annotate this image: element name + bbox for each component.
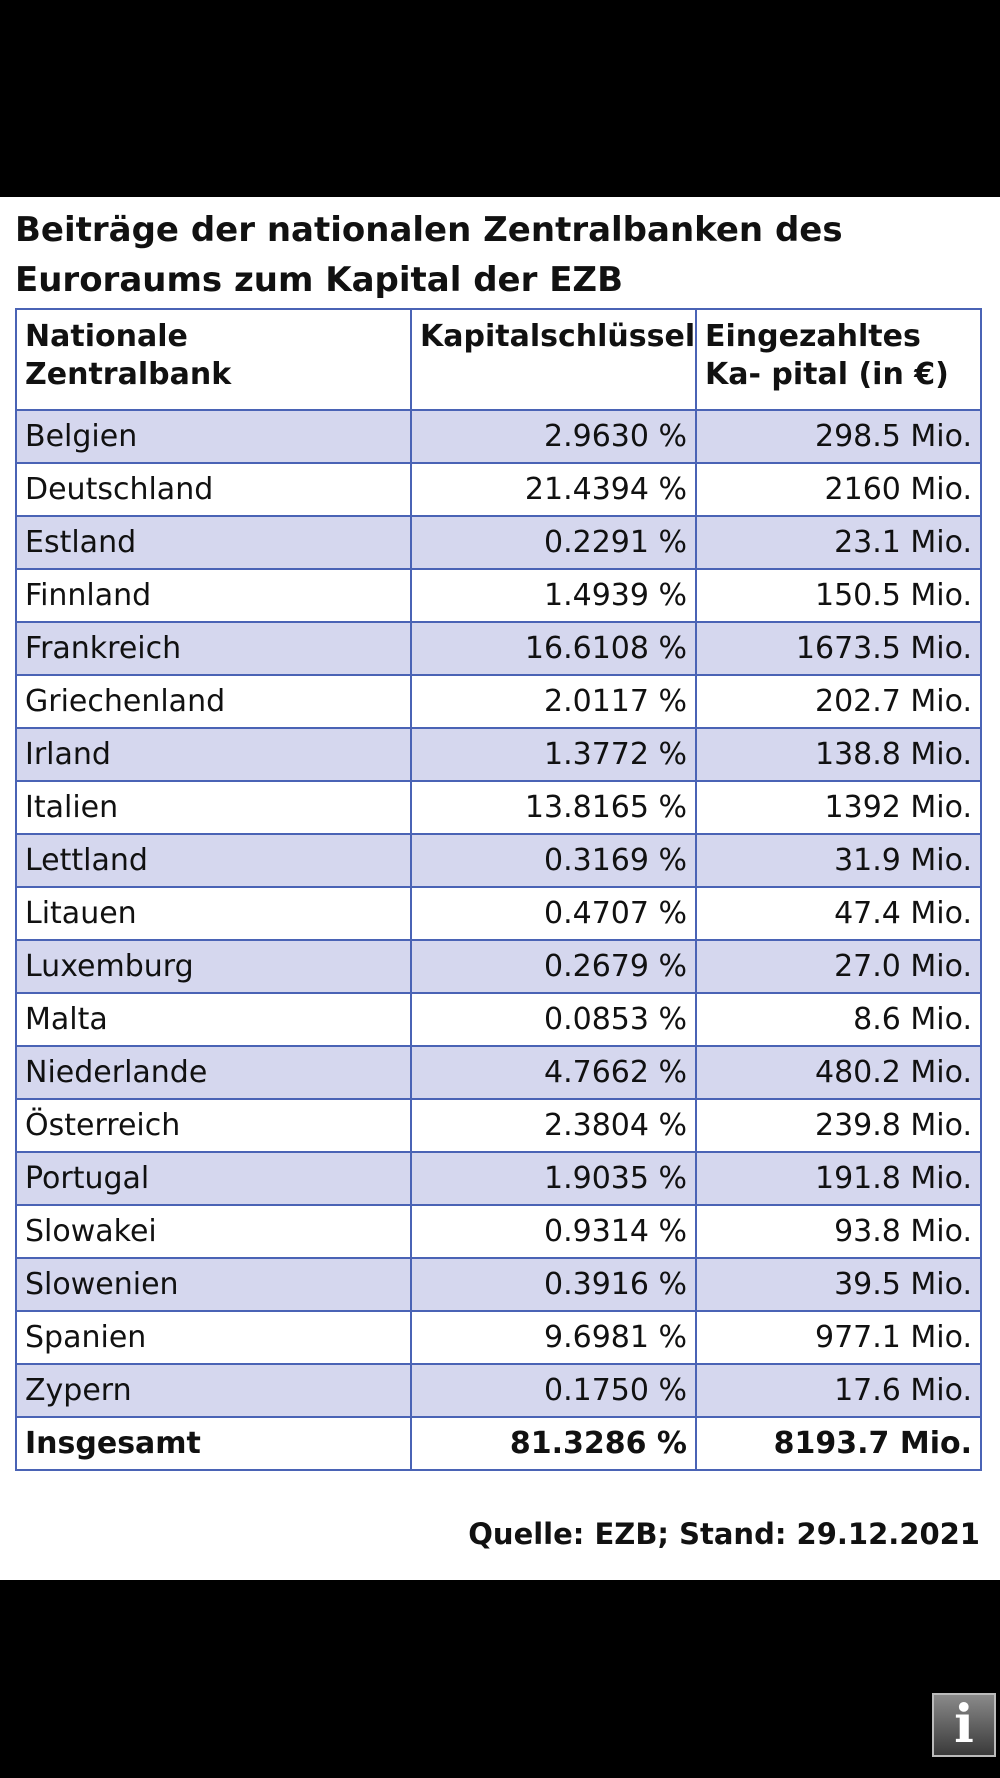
cell-key: 1.3772 % xyxy=(410,727,697,782)
cell-key: 0.1750 % xyxy=(410,1363,697,1418)
page-title: Beiträge der nationalen Zentralbanken de… xyxy=(15,210,843,300)
cell-capital: 202.7 Mio. xyxy=(695,674,982,729)
cell-capital: 1392 Mio. xyxy=(695,780,982,835)
cell-key: 0.9314 % xyxy=(410,1204,697,1259)
cell-capital: 31.9 Mio. xyxy=(695,833,982,888)
table-row: Belgien 2.9630 % 298.5 Mio. xyxy=(15,409,982,464)
cell-bank: Deutschland xyxy=(15,462,412,517)
cell-bank: Irland xyxy=(15,727,412,782)
capital-table: Nationale Zentralbank Kapitalschlüssel E… xyxy=(15,308,982,1471)
table-row: Deutschland 21.4394 % 2160 Mio. xyxy=(15,462,982,517)
total-key: 81.3286 % xyxy=(410,1416,697,1471)
cell-bank: Zypern xyxy=(15,1363,412,1418)
total-capital: 8193.7 Mio. xyxy=(695,1416,982,1471)
cell-key: 9.6981 % xyxy=(410,1310,697,1365)
info-button[interactable]: i xyxy=(932,1693,996,1757)
column-header-capital: Eingezahltes Ka- pital (in €) xyxy=(695,308,982,411)
cell-capital: 138.8 Mio. xyxy=(695,727,982,782)
cell-key: 13.8165 % xyxy=(410,780,697,835)
table-row: Spanien 9.6981 % 977.1 Mio. xyxy=(15,1310,982,1365)
cell-bank: Estland xyxy=(15,515,412,570)
cell-capital: 239.8 Mio. xyxy=(695,1098,982,1153)
total-row: Insgesamt 81.3286 % 8193.7 Mio. xyxy=(15,1416,982,1471)
cell-bank: Luxemburg xyxy=(15,939,412,994)
cell-capital: 298.5 Mio. xyxy=(695,409,982,464)
cell-bank: Spanien xyxy=(15,1310,412,1365)
cell-capital: 191.8 Mio. xyxy=(695,1151,982,1206)
table-row: Irland 1.3772 % 138.8 Mio. xyxy=(15,727,982,782)
cell-key: 2.0117 % xyxy=(410,674,697,729)
table-row: Frankreich 16.6108 % 1673.5 Mio. xyxy=(15,621,982,676)
table-row: Slowakei 0.9314 % 93.8 Mio. xyxy=(15,1204,982,1259)
table-row: Österreich 2.3804 % 239.8 Mio. xyxy=(15,1098,982,1153)
total-label: Insgesamt xyxy=(15,1416,412,1471)
cell-capital: 2160 Mio. xyxy=(695,462,982,517)
table-row: Niederlande 4.7662 % 480.2 Mio. xyxy=(15,1045,982,1100)
cell-key: 0.3916 % xyxy=(410,1257,697,1312)
cell-key: 0.2291 % xyxy=(410,515,697,570)
cell-key: 1.4939 % xyxy=(410,568,697,623)
cell-bank: Litauen xyxy=(15,886,412,941)
cell-bank: Belgien xyxy=(15,409,412,464)
cell-bank: Österreich xyxy=(15,1098,412,1153)
column-header-bank: Nationale Zentralbank xyxy=(15,308,412,411)
cell-capital: 93.8 Mio. xyxy=(695,1204,982,1259)
cell-key: 1.9035 % xyxy=(410,1151,697,1206)
column-header-key: Kapitalschlüssel xyxy=(410,308,697,411)
table-row: Portugal 1.9035 % 191.8 Mio. xyxy=(15,1151,982,1206)
cell-capital: 47.4 Mio. xyxy=(695,886,982,941)
cell-bank: Malta xyxy=(15,992,412,1047)
cell-bank: Finnland xyxy=(15,568,412,623)
cell-capital: 977.1 Mio. xyxy=(695,1310,982,1365)
cell-bank: Lettland xyxy=(15,833,412,888)
table-row: Malta 0.0853 % 8.6 Mio. xyxy=(15,992,982,1047)
table-row: Luxemburg 0.2679 % 27.0 Mio. xyxy=(15,939,982,994)
cell-bank: Portugal xyxy=(15,1151,412,1206)
cell-key: 21.4394 % xyxy=(410,462,697,517)
cell-bank: Frankreich xyxy=(15,621,412,676)
cell-capital: 27.0 Mio. xyxy=(695,939,982,994)
content-panel: Beiträge der nationalen Zentralbanken de… xyxy=(0,197,1000,1580)
cell-key: 0.0853 % xyxy=(410,992,697,1047)
cell-capital: 39.5 Mio. xyxy=(695,1257,982,1312)
cell-capital: 480.2 Mio. xyxy=(695,1045,982,1100)
cell-capital: 17.6 Mio. xyxy=(695,1363,982,1418)
cell-capital: 8.6 Mio. xyxy=(695,992,982,1047)
cell-key: 0.4707 % xyxy=(410,886,697,941)
cell-bank: Griechenland xyxy=(15,674,412,729)
cell-bank: Italien xyxy=(15,780,412,835)
cell-key: 2.9630 % xyxy=(410,409,697,464)
cell-key: 0.2679 % xyxy=(410,939,697,994)
table-row: Slowenien 0.3916 % 39.5 Mio. xyxy=(15,1257,982,1312)
cell-bank: Niederlande xyxy=(15,1045,412,1100)
cell-capital: 1673.5 Mio. xyxy=(695,621,982,676)
cell-key: 0.3169 % xyxy=(410,833,697,888)
table-row: Estland 0.2291 % 23.1 Mio. xyxy=(15,515,982,570)
table-row: Italien 13.8165 % 1392 Mio. xyxy=(15,780,982,835)
table-row: Lettland 0.3169 % 31.9 Mio. xyxy=(15,833,982,888)
info-icon: i xyxy=(954,1694,974,1755)
cell-capital: 23.1 Mio. xyxy=(695,515,982,570)
table-row: Zypern 0.1750 % 17.6 Mio. xyxy=(15,1363,982,1418)
table-row: Griechenland 2.0117 % 202.7 Mio. xyxy=(15,674,982,729)
table-row: Finnland 1.4939 % 150.5 Mio. xyxy=(15,568,982,623)
cell-bank: Slowenien xyxy=(15,1257,412,1312)
cell-key: 16.6108 % xyxy=(410,621,697,676)
cell-key: 4.7662 % xyxy=(410,1045,697,1100)
source-note: Quelle: EZB; Stand: 29.12.2021 xyxy=(468,1517,980,1551)
cell-capital: 150.5 Mio. xyxy=(695,568,982,623)
table-body: Belgien 2.9630 % 298.5 Mio. Deutschland 21.4… xyxy=(15,409,982,1418)
table-header-row: Nationale Zentralbank Kapitalschlüssel E… xyxy=(15,308,982,411)
cell-bank: Slowakei xyxy=(15,1204,412,1259)
table-row: Litauen 0.4707 % 47.4 Mio. xyxy=(15,886,982,941)
cell-key: 2.3804 % xyxy=(410,1098,697,1153)
